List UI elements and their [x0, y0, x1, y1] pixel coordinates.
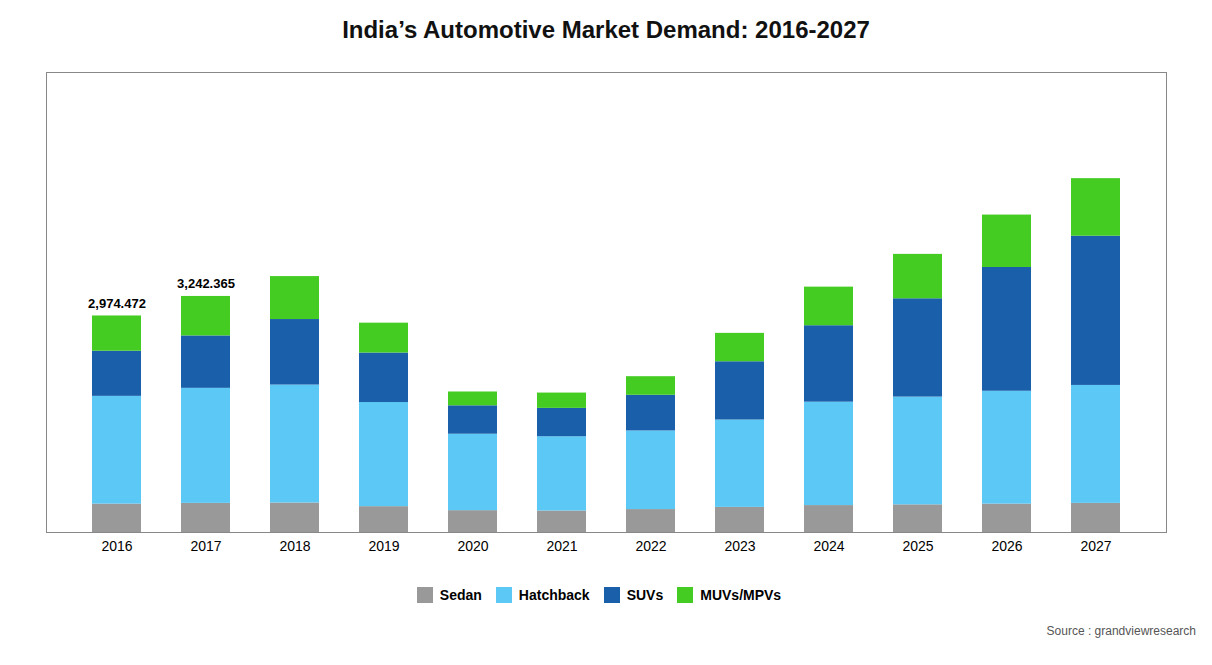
svg-text:2,974.472: 2,974.472	[88, 296, 146, 311]
html-text:Source : grandviewresearch: Source : grandviewresearch	[1046, 624, 1196, 638]
svg-text:2027: 2027	[1080, 538, 1111, 554]
svg-text:2023: 2023	[724, 538, 755, 554]
html-text:Sedan: Sedan	[439, 586, 482, 603]
svg-text:3,242.365: 3,242.365	[177, 276, 235, 291]
html-text:India’s Automotive Market Dema: India’s Automotive Market Demand: 2016-2…	[342, 16, 870, 43]
svg-text:2020: 2020	[457, 538, 488, 554]
html-text:SUVs: SUVs	[626, 586, 664, 603]
svg-text:2017: 2017	[190, 538, 221, 554]
svg-text:2025: 2025	[902, 538, 933, 554]
svg-text:2026: 2026	[991, 538, 1022, 554]
svg-text:2022: 2022	[635, 538, 666, 554]
svg-text:2018: 2018	[279, 538, 310, 554]
svg-text:2016: 2016	[101, 538, 132, 554]
html-text:MUVs/MPVs: MUVs/MPVs	[700, 586, 782, 603]
svg-text:2024: 2024	[813, 538, 844, 554]
html-text:Hatchback: Hatchback	[518, 586, 590, 603]
svg-text:2019: 2019	[368, 538, 399, 554]
svg-text:2021: 2021	[546, 538, 577, 554]
